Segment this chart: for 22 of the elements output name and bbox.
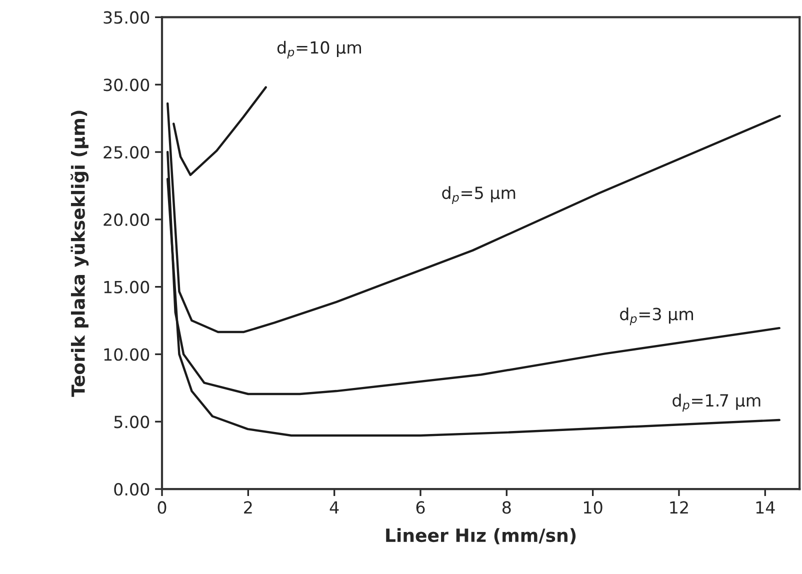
annotation: d$_{p}$=3 µm: [620, 307, 693, 326]
x-tick-label: 14: [756, 501, 775, 514]
y-tick-label: 0.00: [114, 483, 150, 496]
x-tick-label: 12: [670, 501, 688, 514]
x-tick-label: 6: [416, 501, 425, 514]
x-tick-label: 10: [584, 501, 602, 514]
x-tick-label: 8: [502, 501, 511, 514]
y-tick-label: 15.00: [104, 280, 150, 294]
y-tick-label: 10.00: [104, 348, 150, 361]
x-axis-title: Lineer Hız (mm/sn): [386, 528, 576, 544]
y-tick-label: 30.00: [104, 78, 150, 92]
y-tick-label: 35.00: [104, 11, 150, 24]
y-tick-label: 25.00: [104, 146, 150, 159]
annotation: d$_{p}$=10 µm: [277, 40, 361, 59]
y-tick-label: 20.00: [104, 213, 150, 226]
x-tick-label: 2: [244, 501, 252, 514]
y-axis-title: Teorik plaka yüksekliği (µm): [70, 110, 89, 397]
x-tick-label: 0: [158, 501, 166, 514]
y-tick-label: 5.00: [114, 416, 150, 428]
annotation: d$_{p}$=1.7 µm: [672, 394, 760, 412]
x-tick-label: 4: [330, 501, 339, 514]
annotation: d$_{p}$=5 µm: [442, 186, 516, 204]
